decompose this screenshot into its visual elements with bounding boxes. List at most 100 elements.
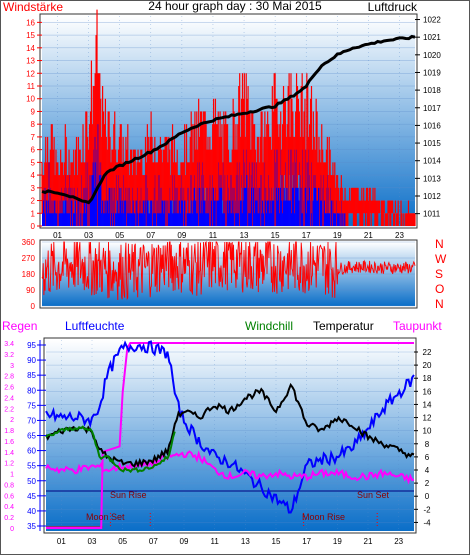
time-tick: 23: [395, 231, 404, 240]
time-tick: 07: [146, 231, 155, 240]
chart-title: 24 hour graph day : 30 Mai 2015: [148, 0, 322, 13]
pressure-tick: 1017: [423, 104, 441, 113]
pressure-tick: 1014: [423, 157, 441, 166]
humidity-tick: 35: [27, 522, 36, 531]
temperature-axis: -4 -2 0 2 4 6 8 10 12 14 16 18 20 22: [414, 348, 432, 527]
time-tick: 07: [149, 537, 158, 546]
sun-rise-label: Sun Rise: [110, 490, 147, 500]
rain-tick: 3: [10, 363, 14, 370]
humidity-tick: 80: [27, 386, 36, 395]
pressure-line: [41, 34, 416, 205]
wind-speed-tick: 0: [31, 222, 36, 231]
pressure-label: Luftdruck: [368, 0, 418, 14]
rain-tick: 1.2: [4, 461, 14, 468]
time-tick: 01: [53, 231, 62, 240]
wind-speed-label: Windstärke: [3, 0, 63, 14]
sun-set-label: Sun Set: [357, 490, 390, 500]
time-tick: 05: [118, 537, 127, 546]
temperature-tick: 10: [423, 427, 432, 436]
temp-time-axis: 01 03 05 07 09 11 13 15 17 19 21 23: [57, 537, 404, 546]
rain-line: [46, 342, 414, 529]
rain-tick: 0.8: [4, 482, 14, 489]
pressure-tick: 1011: [423, 210, 441, 219]
temperature-tick: 16: [423, 387, 432, 396]
direction-axis: 0 90 180 270 360: [22, 238, 36, 311]
wind-speed-tick: 1: [31, 209, 36, 218]
time-tick: 15: [271, 231, 280, 240]
wind-speed-tick: 15: [26, 31, 35, 40]
wind-speed-tick: 8: [31, 120, 36, 129]
rain-tick: 1.4: [4, 450, 14, 457]
rain-tick: 2.2: [4, 406, 14, 413]
windchill-label: Windchill: [245, 319, 293, 333]
wind-speed-tick: 12: [26, 69, 35, 78]
temperature-tick: 4: [425, 466, 430, 475]
humidity-line: [45, 340, 415, 514]
wind-speed-tick: 7: [31, 133, 36, 142]
humidity-tick: 75: [27, 401, 36, 410]
moon-rise-label: Moon Rise: [302, 512, 345, 522]
compass-letter: N: [435, 237, 444, 251]
time-tick: 13: [240, 231, 249, 240]
time-tick: 09: [177, 231, 186, 240]
pressure-tick: 1020: [423, 51, 441, 60]
time-tick: 03: [88, 537, 97, 546]
dewpoint-line: [45, 450, 415, 485]
time-tick: 19: [333, 231, 342, 240]
wind-speed-tick: 5: [31, 158, 36, 167]
humidity-tick: 65: [27, 432, 36, 441]
time-tick: 19: [333, 537, 342, 546]
time-tick: 11: [211, 537, 220, 546]
temperature-tick: 0: [425, 492, 430, 501]
humidity-tick: 45: [27, 492, 36, 501]
time-tick: 21: [364, 231, 373, 240]
dewpoint-label: Taupunkt: [393, 319, 442, 333]
rain-tick: 3.2: [4, 352, 14, 359]
time-tick: 03: [84, 231, 93, 240]
compass-letter: W: [435, 252, 447, 266]
humidity-tick: 90: [27, 356, 36, 365]
rain-tick: 0.2: [4, 515, 14, 522]
temperature-tick: -2: [423, 505, 431, 514]
pressure-tick: 1018: [423, 86, 441, 95]
direction-trace: [41, 240, 416, 301]
humidity-tick: 70: [27, 416, 36, 425]
rain-tick: 2.4: [4, 395, 14, 402]
pressure-axis: 1011 1012 1013 1014 1015 1016 1017 1018 1019 1020…: [415, 16, 441, 219]
temperature-tick: 20: [423, 361, 432, 370]
time-tick: 11: [209, 231, 218, 240]
rain-tick: 2.6: [4, 385, 14, 392]
pressure-tick: 1016: [423, 121, 441, 130]
wind-speed-tick: 9: [31, 107, 36, 116]
direction-tick: 90: [26, 286, 35, 295]
rain-tick: 2.8: [4, 374, 14, 381]
wind-speed-tick: 2: [31, 197, 36, 206]
pressure-tick: 1021: [423, 33, 441, 42]
temperature-tick: -4: [423, 518, 431, 527]
temperature-tick: 22: [423, 348, 432, 357]
humidity-label: Luftfeuchte: [65, 319, 125, 333]
compass-letter: S: [435, 267, 443, 281]
time-tick: 13: [241, 537, 250, 546]
humidity-tick: 60: [27, 447, 36, 456]
time-tick: 01: [57, 537, 66, 546]
pressure-tick: 1019: [423, 68, 441, 77]
direction-marks: [41, 240, 416, 301]
time-tick: 21: [364, 537, 373, 546]
time-tick: 17: [302, 537, 311, 546]
wind-speed-tick: 6: [31, 146, 36, 155]
temperature-tick: 12: [423, 414, 432, 423]
pressure-tick: 1013: [423, 174, 441, 183]
time-tick: 09: [180, 537, 189, 546]
wind-speed-tick: 10: [26, 95, 35, 104]
temperature-tick: 6: [425, 453, 430, 462]
time-tick: 15: [272, 537, 281, 546]
wind-speed-tick: 3: [31, 184, 36, 193]
humidity-tick: 55: [27, 462, 36, 471]
wind-speed-tick: 13: [26, 57, 35, 66]
compass-letter: O: [435, 282, 444, 296]
temp-grid: [46, 340, 414, 531]
